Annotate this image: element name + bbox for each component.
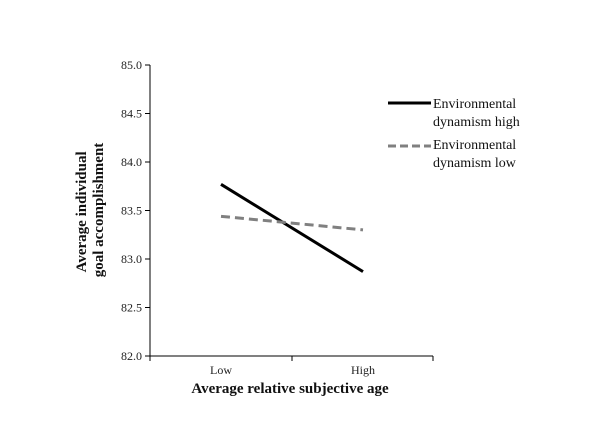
series-line-dynamism-high [220,183,364,273]
legend-entry-dynamism-high: Environmental dynamism high [388,97,520,130]
y-tick-label: 82.5 [121,301,142,315]
legend-label-dynamism-high: Environmental dynamism high [433,97,520,130]
y-tick-label: 84.0 [121,155,142,169]
y-tick-label: 85.0 [121,58,142,72]
x-tick-label-low: Low [210,363,232,377]
x-ticks: Low High [149,356,434,377]
x-axis-title: Average relative subjective age [191,381,389,397]
y-tick-label: 83.0 [121,252,142,266]
plot-area: 82.0 82.5 83.0 83.5 84.0 84.5 85.0 Low High [121,58,434,377]
y-tick-label: 83.5 [121,204,142,218]
y-axis-title-line-2: goal accomplishment [91,143,107,278]
y-axis-title: Average individual goal accomplishment [74,143,107,278]
y-tick-label: 84.5 [121,107,142,121]
series-line-dynamism-low [220,214,364,232]
legend-label-dynamism-low: Environmental dynamism low [433,138,520,171]
legend-label-dynamism-high-line-1: Environmental [433,97,516,112]
legend-label-dynamism-low-line-1: Environmental [433,138,516,153]
legend: Environmental dynamism high Environmenta… [388,97,520,171]
legend-label-dynamism-low-line-2: dynamism low [433,156,517,171]
legend-label-dynamism-high-line-2: dynamism high [433,115,520,130]
legend-entry-dynamism-low: Environmental dynamism low [388,138,520,171]
series-lines [220,183,364,273]
x-tick-label-high: High [351,363,375,377]
y-tick-label: 82.0 [121,349,142,363]
y-ticks: 82.0 82.5 83.0 83.5 84.0 84.5 85.0 [121,58,150,363]
y-axis-title-line-1: Average individual [74,151,90,272]
